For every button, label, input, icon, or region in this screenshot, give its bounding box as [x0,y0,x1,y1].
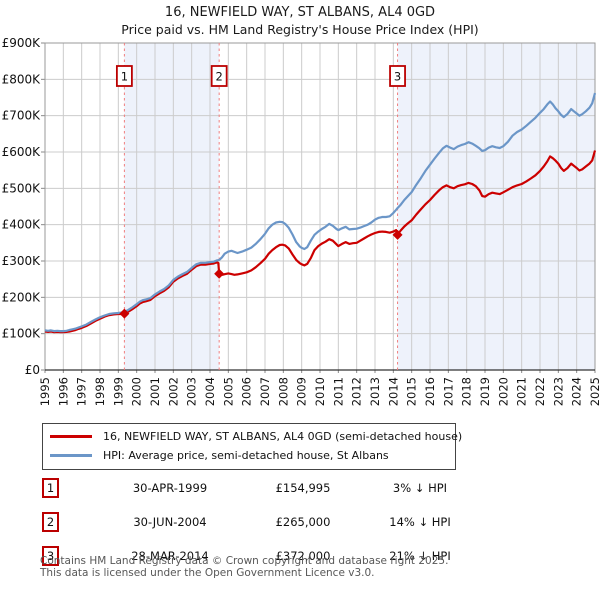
x-axis-label: 2005 [221,377,235,406]
grid [45,43,595,370]
sale-marker-badge [389,65,406,87]
price-chart: 1 2 3 £0 £100K £200K £300K £400K £500K £600K £700K… [2,36,600,406]
x-axis-label: 2006 [240,377,254,406]
sale-price: £265,000 [275,515,331,529]
sale-hpi-diff: 21% ↓ HPI [389,549,451,563]
legend-label: HPI: Average price, semi-detached house,… [103,449,389,462]
legend-label: 16, NEWFIELD WAY, ST ALBANS, AL4 0GD (se… [103,430,463,443]
x-axis-label: 2001 [148,377,162,406]
sale-marker-diamond [392,229,403,240]
hpi-line [44,92,597,333]
shaded-band [124,43,220,370]
price_paid-line [44,150,597,334]
legend-item-hpi: HPI: Average price, semi-detached house,… [43,446,455,465]
x-axis-label: 2003 [185,377,199,406]
sale-number-badge: 2 [42,512,59,532]
sales-table: 1 30-APR-1999 £154,995 3% ↓ HPI 2 30-JUN… [42,471,482,573]
x-axis-label: 2004 [203,377,217,406]
x-axis-label: 2011 [331,377,345,406]
x-axis-label: 2016 [423,377,437,406]
x-axis-label: 2012 [350,377,364,406]
sale-row: 1 30-APR-1999 £154,995 3% ↓ HPI [42,471,482,505]
x-axis-label: 2015 [405,377,419,406]
sale-marker-badge-label: 3 [394,70,401,84]
y-axis-label: £700K [2,109,42,123]
x-axis-label: 2024 [570,377,584,406]
x-axis-label: 2002 [166,377,180,406]
x-axis-label: 2017 [441,377,455,406]
x-axis-label: 1996 [56,377,70,406]
sale-row: 3 28-MAR-2014 £372,000 21% ↓ HPI [42,539,482,573]
x-axis-label: 2010 [313,377,327,406]
x-axis-label: 2013 [368,377,382,406]
sale-number-badge: 3 [42,546,59,566]
page-subtitle: Price paid vs. HM Land Registry's House … [121,22,479,37]
x-axis-label: 2022 [533,377,547,406]
legend: 16, NEWFIELD WAY, ST ALBANS, AL4 0GD (se… [42,423,462,470]
footer-line-1: Contains HM Land Registry data © Crown c… [40,555,449,567]
y-axis-label: £100K [2,327,42,341]
x-axis-label: 2018 [460,377,474,406]
x-axis-label: 2025 [588,377,600,406]
y-axis-label: £0 [25,363,40,377]
sale-hpi-diff: 14% ↓ HPI [389,515,451,529]
x-axis-label: 1998 [93,377,107,406]
sale-price: £154,995 [275,481,331,495]
x-axis-label: 2020 [496,377,510,406]
x-axis-label: 2000 [130,377,144,406]
sale-number-badge: 1 [42,478,59,498]
sale-row: 2 30-JUN-2004 £265,000 14% ↓ HPI [42,505,482,539]
hpi-line-swatch [50,454,92,457]
sale-marker-diamond [214,268,225,279]
x-axis-label: 1997 [75,377,89,406]
sale-date: 30-APR-1999 [132,481,208,495]
legend-item-property: 16, NEWFIELD WAY, ST ALBANS, AL4 0GD (se… [43,427,462,446]
x-axis-label: 2008 [276,377,290,406]
x-axis-label: 2009 [295,377,309,406]
x-axis-label: 1995 [38,377,52,406]
x-axis-label: 2014 [386,377,400,406]
x-axis-label: 2019 [478,377,492,406]
sale-date: 28-MAR-2014 [131,549,209,563]
sale-marker-badge [115,65,133,87]
y-axis-label: £500K [2,181,42,195]
shaded-band [397,43,595,370]
y-axis-label: £400K [2,218,42,232]
y-axis-label: £800K [2,72,42,86]
chart-titles: 16, NEWFIELD WAY, ST ALBANS, AL4 0GD Pri… [0,4,600,38]
page-title: 16, NEWFIELD WAY, ST ALBANS, AL4 0GD [164,5,436,20]
x-axis-label: 2007 [258,377,272,406]
sale-marker-badge-label: 1 [121,70,128,84]
sale-marker-diamond [119,308,130,319]
x-axis-label: 2023 [551,377,565,406]
sale-marker-badge-label: 2 [216,70,223,84]
sale-price: £372,000 [275,549,331,563]
x-axis-label: 2021 [515,377,529,406]
x-axis-label: 1999 [111,377,125,406]
sale-hpi-diff: 3% ↓ HPI [392,481,448,495]
y-axis-label: £600K [2,145,42,159]
footer-line-2: This data is licensed under the Open Gov… [40,566,375,579]
license-footer: Contains HM Land Registry data © Crown c… [40,555,449,579]
sale-date: 30-JUN-2004 [133,515,207,529]
y-axis-label: £200K [2,290,42,304]
property-line-swatch [50,434,92,439]
y-axis-label: £900K [2,36,42,50]
sale-marker-badge [210,65,228,87]
y-axis-label: £300K [2,254,42,268]
